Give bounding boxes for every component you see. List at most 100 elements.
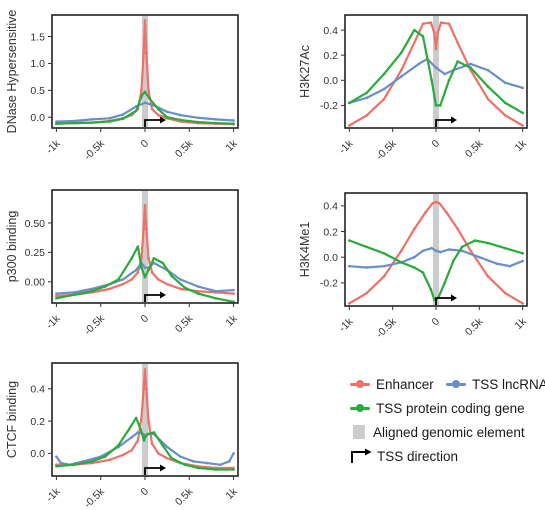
panel-dnase-hypersensitive-ylabel: DNase Hypersensitive — [5, 10, 19, 134]
panel-dnase-hypersensitive-point-lncrna — [108, 117, 111, 120]
legend-item-direction: TSS direction — [349, 446, 458, 466]
panel-h3k27ac-point-protein — [486, 85, 490, 88]
panel-h3k27ac-ytick-label: -0.2 — [320, 100, 338, 112]
panel-ctcf-binding-point-lncrna — [59, 461, 63, 465]
panel-dnase-hypersensitive-point-protein — [72, 121, 76, 125]
panel-h3k4me1-point-lncrna — [495, 262, 498, 265]
panel-ctcf-binding-point-enhancer — [165, 456, 169, 460]
panel-p300-binding-point-enhancer — [121, 282, 125, 286]
panel-h3k27ac-aligned-element-band — [432, 16, 440, 127]
panel-h3k4me1-point-enhancer — [504, 291, 507, 295]
panel-ctcf-binding-point-protein — [143, 435, 147, 439]
panel-h3k4me1-ytick-label: 0.0 — [323, 252, 338, 264]
panel-p300-binding-point-protein — [214, 296, 218, 300]
panel-h3k27ac-point-lncrna — [365, 96, 368, 100]
panel-ctcf-binding-point-protein — [139, 427, 142, 431]
panel-p300-binding-point-lncrna — [55, 292, 58, 295]
panel-ctcf-binding-point-protein — [117, 444, 120, 447]
panel-ctcf-binding-point-protein — [90, 460, 94, 463]
panel-h3k4me1-xtick-label: 0.5k — [463, 315, 486, 338]
panel-dnase-hypersensitive-point-protein — [55, 122, 58, 125]
panel-ctcf-binding-point-enhancer — [130, 448, 134, 452]
panel-h3k4me1-point-enhancer — [348, 302, 351, 305]
panel-dnase-hypersensitive-point-protein — [214, 121, 218, 125]
panel-p300-binding-xtick-label: -1k — [44, 312, 63, 331]
panel-dnase-hypersensitive-xtick-label: -1k — [44, 137, 63, 156]
enhancer-swatch-icon — [349, 377, 371, 391]
panel-ctcf-binding-point-lncrna — [218, 463, 222, 467]
panel-dnase-hypersensitive-ytick-label: 1.0 — [30, 58, 45, 70]
panel-h3k4me1-point-lncrna — [382, 264, 386, 268]
panel-ctcf-binding-points-protein — [55, 416, 235, 471]
panel-p300-binding-points-protein — [55, 245, 235, 304]
legend-item-protein: TSS protein coding gene — [349, 398, 525, 418]
panel-dnase-hypersensitive-point-lncrna — [121, 113, 125, 116]
panel-ctcf-binding-point-lncrna — [55, 455, 58, 458]
panel-h3k27ac-point-enhancer — [432, 31, 436, 34]
panel-h3k4me1-point-lncrna — [478, 255, 481, 259]
panel-h3k4me1-ytick-label: 0.2 — [323, 226, 338, 238]
panel-ctcf-binding-point-lncrna — [179, 455, 182, 458]
legend-item-lncrna: TSS lncRNA — [445, 374, 545, 394]
panel-ctcf-binding-point-protein — [103, 455, 107, 458]
panel-h3k4me1-point-lncrna — [439, 250, 442, 254]
panel-p300-binding-point-enhancer — [145, 227, 148, 231]
panel-dnase-hypersensitive-ytick-label: 0.0 — [30, 112, 45, 124]
panel-ctcf-binding-point-protein — [214, 468, 218, 471]
lncrna-swatch-icon — [445, 377, 467, 391]
panel-h3k27ac-point-protein — [456, 60, 459, 63]
panel-ctcf-binding-series-protein — [55, 416, 235, 471]
panel-dnase-hypersensitive-point-protein — [143, 90, 147, 94]
panel-h3k4me1-ytick-label: -0.2 — [320, 278, 338, 290]
panel-p300-binding-point-protein — [136, 245, 140, 248]
tss-arrow-icon — [351, 448, 372, 463]
panel-h3k27ac-point-lncrna — [504, 81, 507, 85]
panel-p300-binding-point-protein — [161, 261, 165, 265]
panel-h3k4me1-point-enhancer — [434, 200, 438, 204]
panel-dnase-hypersensitive-aligned-element-band — [141, 16, 149, 127]
panel-dnase-hypersensitive-point-lncrna — [72, 119, 76, 123]
element-swatch-icon — [353, 425, 365, 439]
panel-p300-binding-xtick-label: 0 — [139, 313, 152, 326]
panel-h3k27ac-ylabel: H3K27Ac — [298, 45, 312, 98]
panel-h3k27ac-points-enhancer — [348, 21, 524, 127]
panel-h3k4me1-xtick-label: -1k — [337, 315, 356, 334]
panel-h3k27ac-point-lncrna — [417, 62, 420, 66]
panel-h3k27ac-xtick-label: 0.5k — [463, 137, 486, 160]
panel-h3k27ac-point-enhancer — [400, 68, 403, 72]
panel-p300-binding-point-protein — [90, 289, 94, 293]
panel-p300-binding-point-enhancer — [55, 294, 58, 298]
panel-h3k4me1-point-enhancer — [382, 275, 386, 278]
panel-h3k4me1-point-enhancer — [438, 201, 441, 205]
panel-dnase-hypersensitive-xtick-label: 1k — [223, 137, 240, 154]
legend-label-lncrna: TSS lncRNA — [472, 376, 545, 392]
panel-h3k4me1-point-lncrna — [521, 259, 524, 263]
panel-h3k27ac-point-enhancer — [456, 41, 459, 44]
panel-p300-binding-xtick-label: -0.5k — [82, 312, 108, 338]
panel-dnase-hypersensitive-point-protein — [134, 109, 138, 113]
panel-h3k4me1-point-lncrna — [447, 248, 451, 251]
panel-h3k4me1-point-protein — [521, 252, 524, 255]
panel-h3k27ac-point-enhancer — [447, 22, 451, 26]
panel-h3k27ac: -0.2 0.0 0.2 0.4 -1k -0.5k 0 0.5k 1k H3K27Ac — [298, 14, 529, 163]
panel-p300-binding-aligned-element-band — [141, 191, 149, 302]
panel-h3k4me1-tss-arrow-icon — [435, 297, 452, 305]
panel-dnase-hypersensitive-point-lncrna — [214, 118, 218, 121]
panel-h3k27ac-point-protein — [400, 51, 403, 54]
panel-dnase-hypersensitive-point-protein — [121, 117, 125, 121]
panel-h3k4me1-point-protein — [429, 288, 433, 291]
panel-h3k27ac-point-protein — [365, 91, 368, 95]
panel-h3k4me1-point-lncrna — [413, 255, 416, 259]
panel-h3k4me1-point-lncrna — [365, 266, 368, 269]
panel-p300-binding-point-enhancer — [142, 227, 145, 231]
panel-h3k4me1: -0.2 0.0 0.2 0.4 -1k -0.5k 0 0.5k 1k H3K4Me1 — [298, 192, 529, 341]
panel-h3k4me1-ytick-label: 0.4 — [323, 201, 338, 213]
panel-dnase-hypersensitive-point-protein — [232, 122, 235, 125]
panel-p300-binding-point-protein — [147, 268, 150, 272]
panel-h3k4me1-point-enhancer — [424, 210, 427, 214]
panel-p300-binding-point-protein — [152, 256, 156, 260]
panel-h3k27ac-tss-arrowhead-icon — [451, 116, 457, 124]
panel-h3k4me1-point-protein — [504, 246, 507, 250]
panel-h3k27ac-tss-arrow-icon — [435, 119, 452, 127]
panel-dnase-hypersensitive-point-lncrna — [90, 118, 94, 121]
